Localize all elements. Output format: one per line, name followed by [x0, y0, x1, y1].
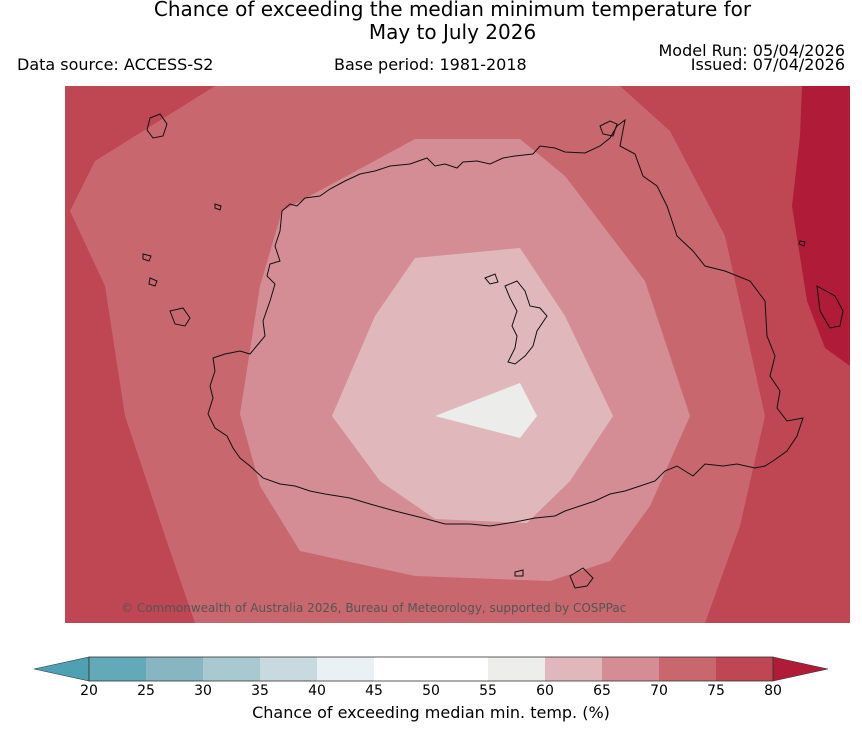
- island-coastlines: [142, 113, 844, 589]
- colorbar-label: Chance of exceeding median min. temp. (%…: [252, 703, 610, 722]
- base-period-label: Base period: 1981-2018: [334, 55, 527, 74]
- band-55-60: [435, 383, 537, 438]
- colorbar-tick-label: 65: [593, 683, 611, 699]
- colorbar-over-triangle: [772, 656, 829, 682]
- colorbar-segment: [659, 657, 716, 681]
- islet-east: [798, 240, 806, 247]
- colorbar-segment: [89, 657, 146, 681]
- colorbar-tick-label: 30: [194, 683, 212, 699]
- colorbar-segment: [374, 657, 431, 681]
- islet-center: [484, 273, 499, 285]
- colorbar-segment: [431, 657, 488, 681]
- colorbar-tick-label: 60: [536, 683, 554, 699]
- colorbar-tick-label: 35: [251, 683, 269, 699]
- colorbar-segment: [602, 657, 659, 681]
- colorbar-tick-label: 45: [365, 683, 383, 699]
- colorbar-under-triangle: [33, 656, 90, 682]
- forecast-map: © Commonwealth of Australia 2026, Bureau…: [65, 86, 850, 623]
- colorbar-tick-label: 80: [764, 683, 782, 699]
- title-line-2: May to July 2026: [368, 20, 537, 44]
- colorbar-segment: [545, 657, 602, 681]
- colorbar-tick-label: 75: [707, 683, 725, 699]
- island-east: [816, 285, 844, 329]
- copyright-notice: © Commonwealth of Australia 2026, Bureau…: [121, 601, 627, 615]
- small-island-north: [504, 280, 548, 365]
- colorbar-tick-label: 25: [137, 683, 155, 699]
- colorbar-segment: [260, 657, 317, 681]
- colorbar-segment: [488, 657, 545, 681]
- islet-west-4: [142, 253, 152, 262]
- colorbar-segment: [716, 657, 773, 681]
- band-60-65: [332, 248, 613, 523]
- colorbar-segment: [203, 657, 260, 681]
- colorbar-tick-label: 50: [422, 683, 440, 699]
- island-west-1: [146, 113, 168, 139]
- islet-south-2: [514, 569, 524, 577]
- colorbar-tick-label: 40: [308, 683, 326, 699]
- island-north: [599, 120, 618, 137]
- island-south-1: [569, 567, 594, 589]
- issued-label: Issued: 07/04/2026: [690, 55, 845, 74]
- data-source-label: Data source: ACCESS-S2: [17, 55, 214, 74]
- colorbar-segment: [146, 657, 203, 681]
- title-line-1: Chance of exceeding the median minimum t…: [153, 0, 752, 21]
- model-run-label: Model Run: 05/04/2026: [658, 41, 846, 60]
- colorbar-tick-label: 70: [650, 683, 668, 699]
- colorbar: [33, 656, 829, 682]
- main-island-outline: [207, 118, 804, 527]
- islet-west-5: [148, 277, 158, 287]
- colorbar-tick-label: 55: [479, 683, 497, 699]
- island-west-2: [169, 307, 191, 327]
- islet-west-3: [214, 203, 222, 211]
- colorbar-frame: [88, 656, 774, 682]
- map-title: Chance of exceeding the median minimum t…: [0, 0, 862, 44]
- colorbar-segment: [317, 657, 374, 681]
- colorbar-tick-label: 20: [80, 683, 98, 699]
